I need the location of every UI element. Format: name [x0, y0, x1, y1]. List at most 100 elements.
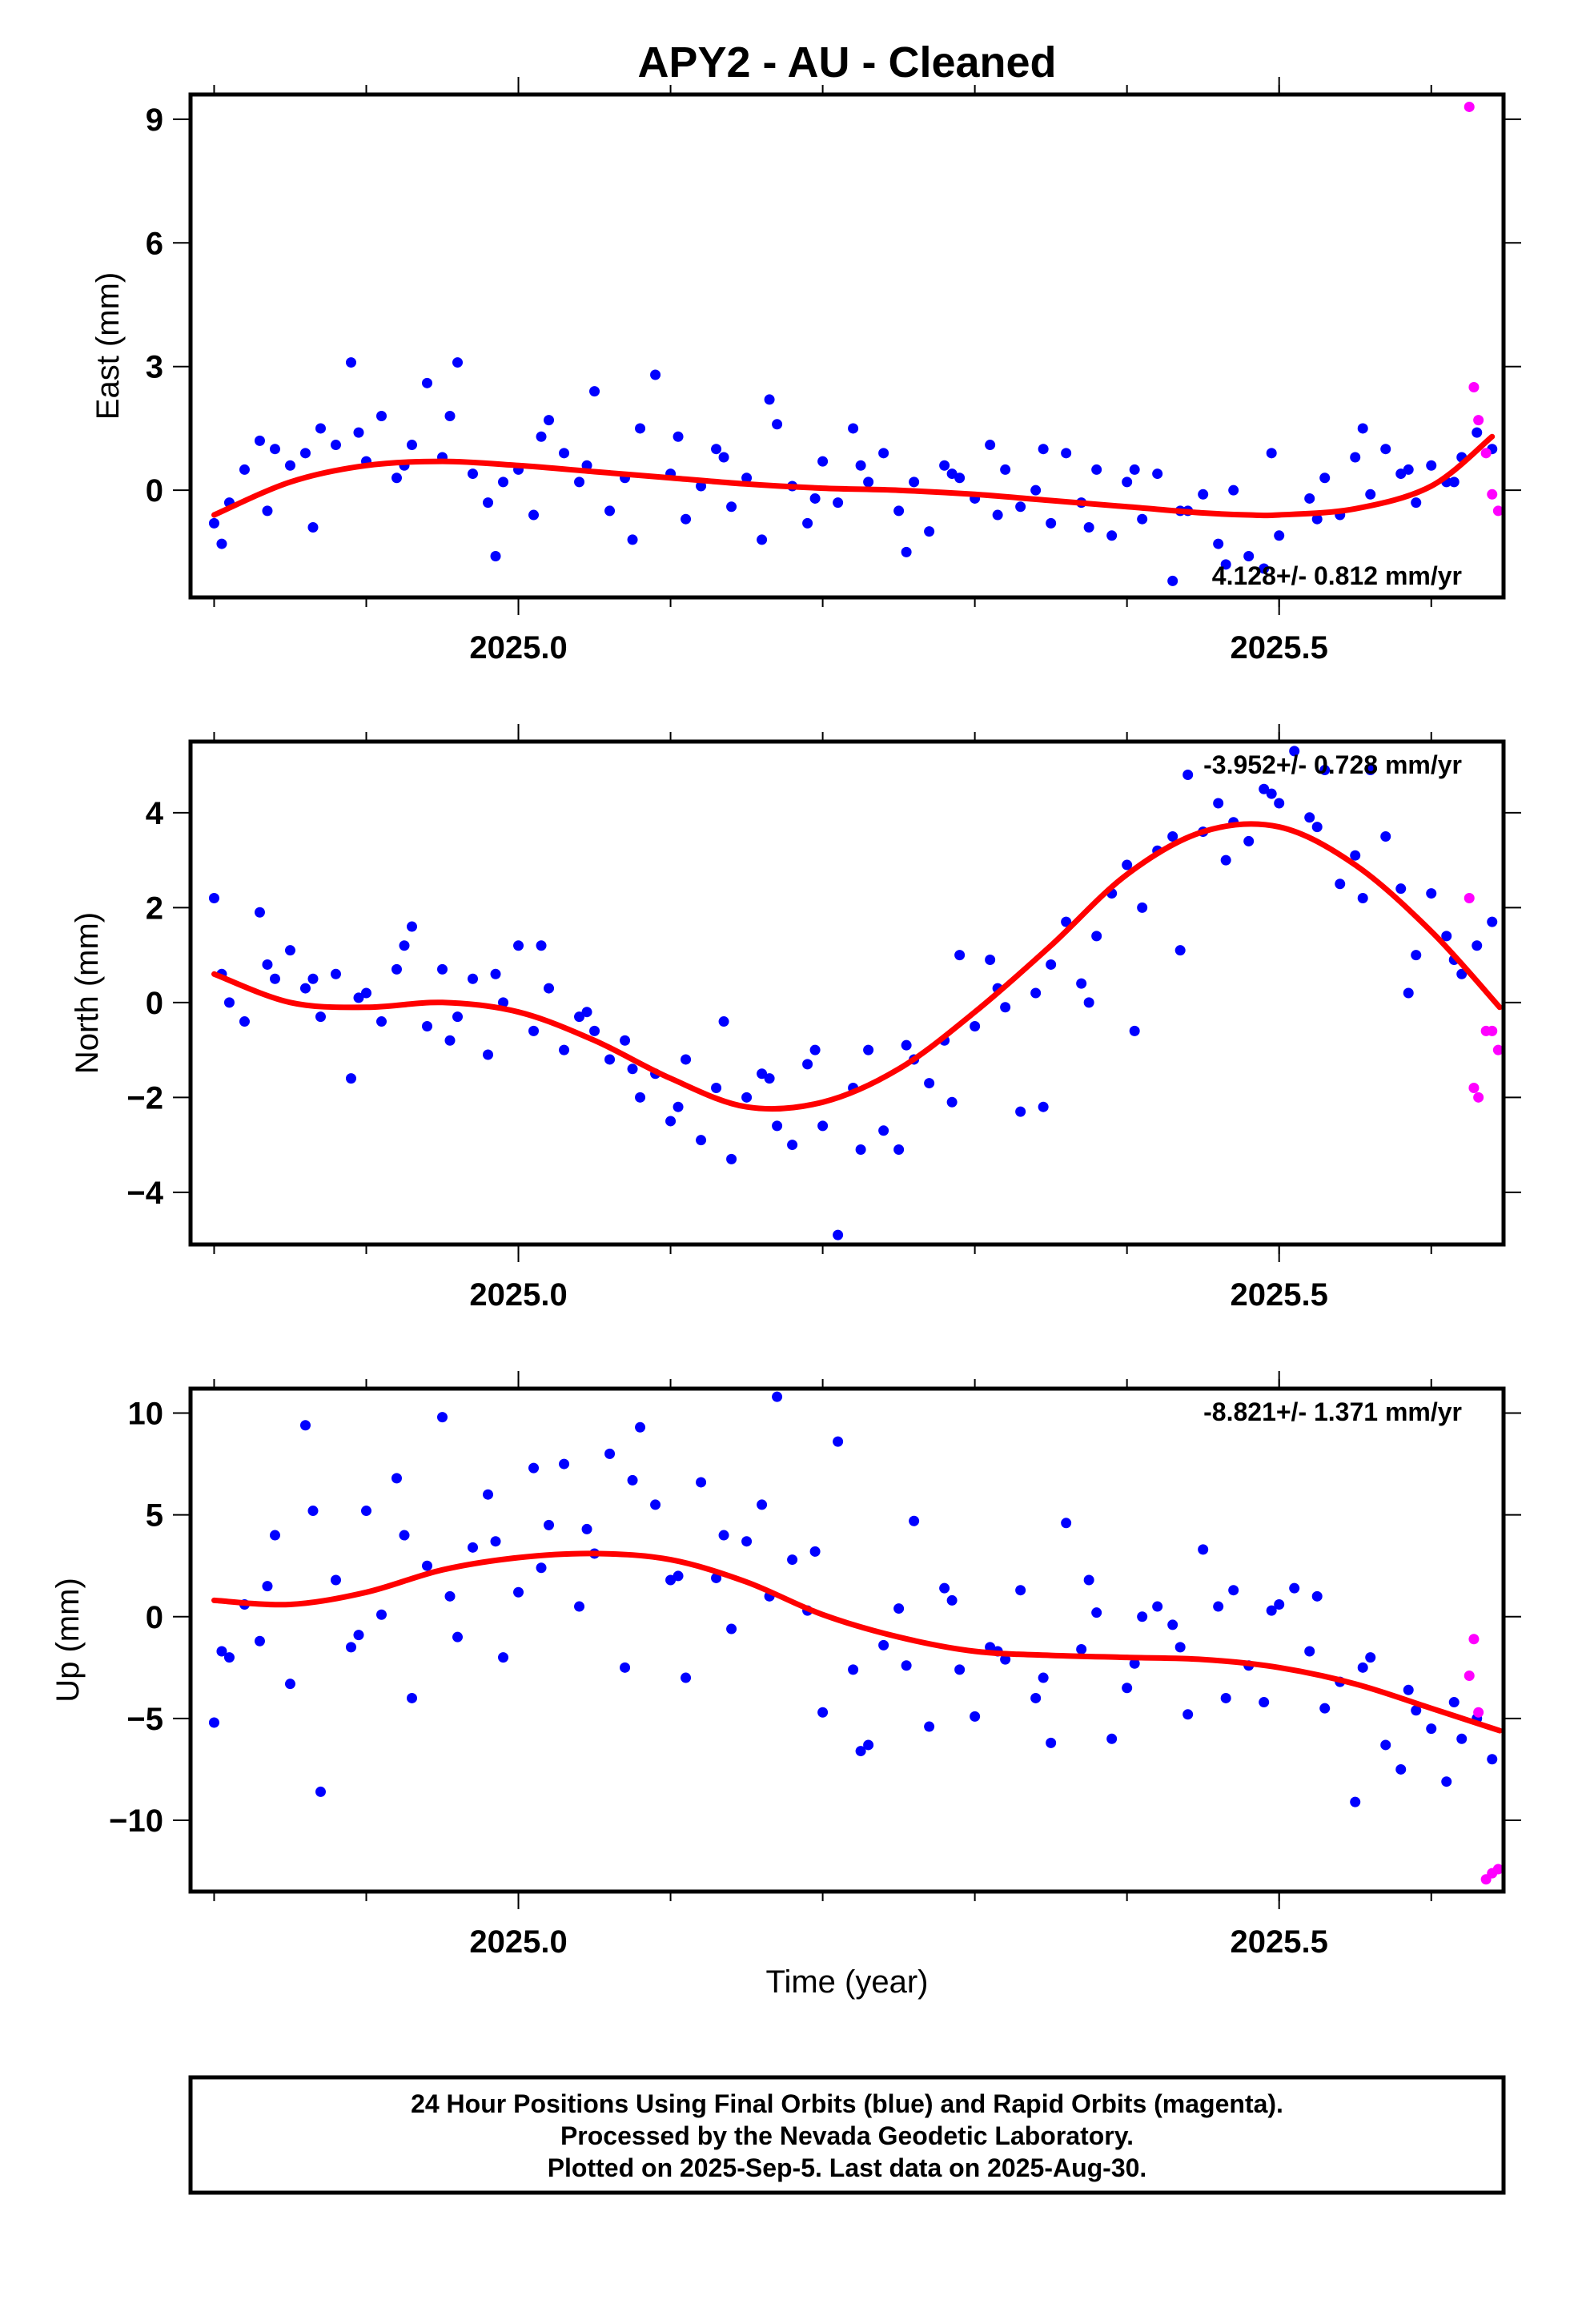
east-final-point [1228, 485, 1239, 496]
up-final-point [513, 1586, 524, 1598]
up-final-point [833, 1436, 844, 1447]
up-final-point [1403, 1684, 1414, 1695]
east-final-point [992, 509, 1003, 521]
north-final-point [422, 1020, 433, 1031]
up-final-point [284, 1679, 295, 1690]
up-x-tick-label: 2025.5 [1231, 1924, 1328, 1960]
north-final-point [1213, 798, 1224, 809]
north-final-point [635, 1092, 646, 1103]
north-y-tick-label: 4 [146, 796, 164, 831]
up-final-point [673, 1570, 684, 1582]
up-rapid-point [1468, 1634, 1480, 1645]
up-final-point [696, 1477, 707, 1488]
up-final-point [490, 1536, 501, 1547]
east-final-point [635, 423, 646, 434]
up-final-point [848, 1664, 859, 1675]
north-final-point [711, 1082, 722, 1093]
panels: 2025.0 2025.5 0 3 6 9 East (mm) 4.128+/- 0.812 … [50, 77, 1521, 1960]
up-final-point [299, 1420, 311, 1431]
north-final-point [863, 1044, 874, 1055]
north-final-point [681, 1054, 692, 1065]
east-final-point [1122, 476, 1133, 488]
east-final-point [239, 464, 250, 475]
north-final-point [1122, 859, 1133, 870]
north-final-point [574, 1011, 585, 1023]
up-final-point [909, 1515, 920, 1526]
north-final-point [239, 1016, 250, 1027]
north-final-point [855, 1144, 866, 1156]
north-final-point [315, 1011, 326, 1023]
up-final-point [1441, 1776, 1452, 1787]
east-y-tick-label: 3 [146, 350, 163, 385]
east-y-axis-label: East (mm) [90, 272, 126, 420]
north-final-point [208, 893, 219, 904]
north-final-point [1456, 968, 1468, 979]
east-final-point [1403, 464, 1414, 475]
up-final-point [1311, 1590, 1323, 1602]
up-final-point [581, 1523, 592, 1534]
east-final-point [696, 480, 707, 492]
east-final-point [315, 423, 326, 434]
up-final-point [1167, 1619, 1178, 1630]
north-rate-label: -3.952+/- 0.728 mm/yr [1203, 750, 1462, 779]
up-final-point [483, 1489, 494, 1500]
north-final-point [444, 1035, 456, 1046]
north-y-tick-label: 0 [146, 986, 163, 1021]
east-final-point [1061, 448, 1072, 459]
east-final-point [422, 377, 433, 388]
east-final-point [954, 472, 966, 484]
up-final-point [422, 1560, 433, 1571]
up-final-point [1137, 1611, 1148, 1622]
east-final-point [269, 444, 280, 455]
north-final-point [1220, 854, 1231, 866]
east-rapid-point [1480, 448, 1492, 459]
east-final-point [909, 476, 920, 488]
up-final-point [817, 1707, 829, 1718]
north-final-point [437, 963, 448, 975]
east-final-point [262, 505, 273, 517]
east-final-point [1038, 444, 1049, 455]
up-final-point [1106, 1733, 1118, 1744]
east-final-point [1365, 489, 1376, 500]
up-final-point [718, 1530, 729, 1541]
north-final-point [1129, 1025, 1140, 1036]
north-final-point [559, 1044, 570, 1055]
up-final-point [1152, 1601, 1163, 1612]
north-final-point [1365, 765, 1376, 776]
east-final-point [1015, 501, 1026, 513]
north-panel: 2025.0 2025.5 −4 −2 0 2 4 North (mm) -3.952+/- 0… [70, 724, 1521, 1313]
east-final-point [901, 546, 912, 557]
footer-box: 24 Hour Positions Using Final Orbits (bl… [188, 2075, 1506, 2195]
north-final-point [673, 1101, 684, 1112]
north-final-point [345, 1073, 356, 1084]
up-final-point [1289, 1582, 1300, 1594]
up-final-point [855, 1746, 866, 1757]
north-rapid-point [1473, 1092, 1484, 1103]
north-final-point [985, 955, 996, 966]
up-final-point [1350, 1796, 1361, 1807]
north-final-point [536, 940, 547, 951]
up-final-point [391, 1473, 402, 1484]
east-final-point [817, 456, 829, 467]
up-final-point [924, 1721, 935, 1732]
north-final-point [1182, 769, 1194, 780]
north-final-point [1350, 850, 1361, 861]
north-data-area [208, 746, 1504, 1240]
east-final-point [855, 460, 866, 471]
north-final-point [284, 945, 295, 956]
east-final-point [1311, 513, 1323, 525]
up-final-point [1426, 1723, 1437, 1735]
north-final-point [1487, 916, 1498, 927]
up-final-point [208, 1717, 219, 1728]
east-final-point [939, 460, 950, 471]
footer-line-3: Plotted on 2025-Sep-5. Last data on 2025… [548, 2153, 1147, 2182]
north-final-point [498, 997, 509, 1008]
east-final-point [1000, 464, 1011, 475]
north-y-axis-label: North (mm) [70, 912, 105, 1074]
north-final-point [627, 1063, 638, 1075]
north-final-point [589, 1025, 600, 1036]
east-final-point [1448, 476, 1460, 488]
north-final-point [1274, 798, 1285, 809]
